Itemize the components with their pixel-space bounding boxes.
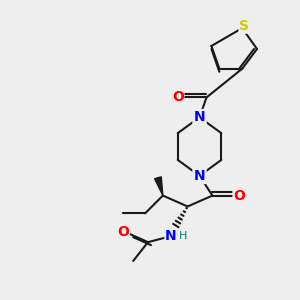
- Text: O: O: [233, 189, 245, 202]
- Text: O: O: [172, 91, 184, 104]
- Text: N: N: [194, 110, 205, 124]
- Text: H: H: [178, 231, 187, 241]
- Text: S: S: [239, 19, 249, 33]
- Text: N: N: [165, 229, 177, 243]
- Text: O: O: [117, 225, 129, 239]
- Polygon shape: [154, 177, 163, 196]
- Text: N: N: [194, 169, 205, 183]
